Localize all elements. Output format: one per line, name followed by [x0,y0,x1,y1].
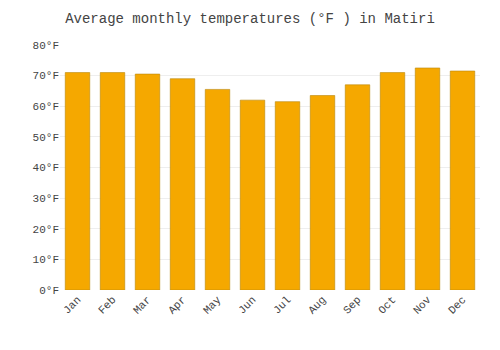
svg-text:Jan: Jan [61,294,83,316]
svg-text:70°F: 70°F [33,70,59,82]
svg-text:Feb: Feb [96,294,118,316]
svg-text:40°F: 40°F [33,162,59,174]
svg-text:60°F: 60°F [33,101,59,113]
svg-text:May: May [201,294,224,317]
svg-text:10°F: 10°F [33,254,59,266]
svg-text:Aug: Aug [306,294,328,316]
svg-text:50°F: 50°F [33,132,59,144]
svg-text:Oct: Oct [376,294,398,316]
svg-text:0°F: 0°F [39,285,59,297]
svg-text:Sep: Sep [341,294,363,316]
svg-text:Apr: Apr [166,294,188,316]
svg-text:Average monthly temperatures (: Average monthly temperatures (°F ) in Ma… [65,11,435,27]
svg-text:30°F: 30°F [33,193,59,205]
svg-text:Nov: Nov [411,294,434,317]
svg-text:Jul: Jul [271,294,293,316]
svg-text:80°F: 80°F [33,40,59,52]
svg-text:20°F: 20°F [33,224,59,236]
svg-text:Mar: Mar [131,294,153,316]
svg-text:Dec: Dec [446,294,468,316]
svg-text:Jun: Jun [236,294,258,316]
